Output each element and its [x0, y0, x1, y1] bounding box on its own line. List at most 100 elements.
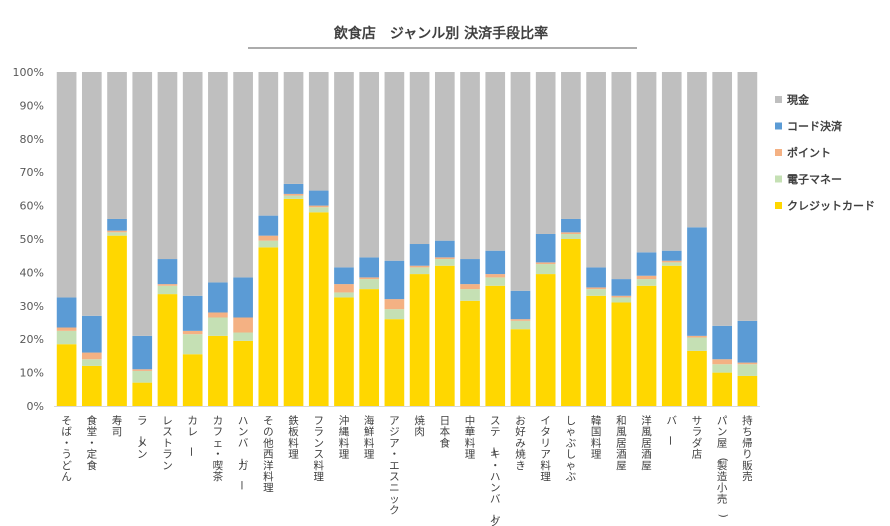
bar-segment — [81, 352, 102, 360]
bar-segment — [56, 330, 77, 345]
bar-segment — [258, 235, 279, 241]
bar-segment — [258, 215, 279, 236]
bar-segment — [182, 72, 203, 296]
bar-segment — [409, 265, 430, 268]
bar-segment — [233, 340, 253, 406]
x-tick-label: 寿司寿司 — [112, 414, 123, 438]
bar-segment — [510, 319, 531, 321]
bar-segment — [157, 294, 178, 406]
legend-swatch — [775, 202, 782, 209]
bar-segment — [661, 72, 682, 251]
bar-segment — [283, 193, 304, 196]
x-axis-labels: そば・うどんそば・うどん 食堂・定食食堂・定食 寿司寿司ラーメンラーメン レストランレ… — [61, 414, 753, 526]
bar-segment — [334, 292, 354, 298]
bar-segment — [586, 72, 606, 268]
bar-stack — [81, 72, 102, 406]
bar-segment — [409, 267, 430, 275]
bar-segment — [561, 233, 581, 239]
bar-segment — [107, 235, 127, 406]
x-tick-label: サラダ店サラダ店 — [692, 415, 703, 461]
bar-segment — [485, 274, 506, 278]
bar-segment — [384, 319, 405, 406]
y-tick-label: 80% — [20, 133, 44, 146]
legend-swatch — [775, 149, 782, 156]
bar-segment — [485, 277, 506, 286]
x-tick-label: そば・うどんそば・うどん — [61, 415, 72, 483]
bar-segment — [434, 259, 455, 266]
bar-segment — [712, 72, 733, 326]
bar-segment — [737, 375, 758, 406]
bar-segment — [535, 274, 556, 406]
bar-segment — [359, 257, 380, 278]
bar-segment — [687, 72, 707, 228]
legend-label: 現金 — [787, 93, 810, 107]
bar-segment — [56, 344, 77, 406]
bar-segment — [182, 354, 203, 406]
bar-stack — [586, 72, 606, 406]
bar-segment — [157, 259, 178, 285]
bar-segment — [687, 350, 707, 406]
bar-segment — [359, 289, 380, 406]
bar-segment — [258, 247, 279, 406]
x-tick-label: アジア・エスニックアジア・エスニック — [389, 415, 400, 517]
bar-segment — [687, 227, 707, 336]
bar-segment — [586, 295, 606, 406]
bar-segment — [334, 297, 354, 406]
bar-segment — [384, 260, 405, 300]
bar-segment — [233, 317, 253, 333]
x-tick-label: 海鮮料理海鮮料理 — [364, 414, 375, 461]
x-tick-label: 韓国料理韓国料理 — [591, 415, 602, 461]
legend-swatch — [775, 96, 782, 103]
bar-segment — [81, 72, 102, 316]
bar-segment — [107, 230, 127, 233]
bar-stack — [611, 72, 632, 406]
bar-segment — [233, 332, 253, 341]
bar-segment — [661, 262, 682, 266]
bar-segment — [561, 218, 581, 233]
bar-stack — [636, 72, 657, 406]
bar-segment — [132, 335, 153, 370]
bar-segment — [409, 274, 430, 406]
bar-stack — [485, 72, 506, 406]
x-tick-label: その他西洋料理その他西洋料理 — [263, 415, 274, 494]
bar-segment — [712, 359, 733, 365]
y-axis: 0% 10% 20% 30% 40% 50% 60% 70% 80% 90% 100% — [13, 66, 760, 413]
legend-swatch — [775, 175, 782, 183]
bar-segment — [81, 365, 102, 406]
bar-segment — [737, 364, 758, 376]
chart-title: 飲食店 ジャンル別 決済手段比率 — [333, 25, 548, 42]
bar-segment — [359, 72, 380, 258]
bar-segment — [712, 325, 733, 360]
x-tick-label: 鉄板料理鉄板料理 — [288, 414, 299, 461]
bar-segment — [233, 72, 253, 278]
bar-segment — [258, 72, 279, 216]
bar-stack — [687, 72, 707, 406]
bar-segment — [233, 277, 253, 318]
bar-segment — [56, 327, 77, 331]
bar-stack — [661, 72, 682, 406]
bar-segment — [334, 72, 354, 268]
x-tick-label: パン屋(製造小売)パン屋(製造小売) — [717, 415, 729, 518]
y-tick-label: 10% — [20, 367, 44, 380]
bar-segment — [208, 282, 228, 313]
bar-segment — [334, 267, 354, 285]
legend-swatch — [775, 122, 782, 130]
bar-stack — [409, 72, 430, 406]
x-tick-label: 洋風居酒屋洋風居酒屋 — [641, 414, 652, 472]
bar-segment — [460, 289, 480, 301]
bar-segment — [485, 72, 506, 251]
bar-segment — [434, 72, 455, 241]
bar-stack — [208, 72, 228, 406]
bar-segment — [283, 72, 304, 184]
bar-stack — [384, 72, 405, 406]
bar-segment — [132, 370, 153, 383]
bar-segment — [409, 244, 430, 266]
bar-segment — [157, 285, 178, 295]
y-tick-label: 50% — [20, 233, 44, 246]
y-tick-label: 40% — [20, 266, 44, 279]
y-tick-label: 30% — [20, 300, 44, 313]
bar-stack — [182, 72, 203, 406]
bar-segment — [384, 309, 405, 320]
bar-segment — [132, 72, 153, 336]
bar-segment — [182, 334, 203, 355]
